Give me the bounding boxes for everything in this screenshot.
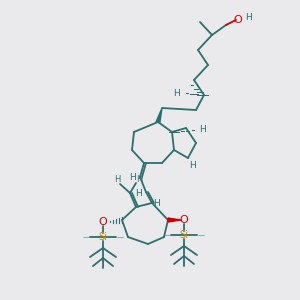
Text: —: —: [116, 234, 124, 240]
Text: H: H: [199, 125, 206, 134]
Text: —: —: [82, 234, 89, 240]
Text: —: —: [197, 232, 205, 238]
Polygon shape: [168, 218, 181, 222]
Text: H: H: [129, 172, 135, 182]
Text: H: H: [135, 188, 141, 197]
Text: H: H: [136, 176, 142, 184]
Text: Si: Si: [180, 230, 188, 240]
Text: —: —: [164, 232, 170, 238]
Text: Si: Si: [99, 232, 107, 242]
Polygon shape: [156, 108, 162, 122]
Text: H: H: [153, 199, 159, 208]
Text: H: H: [244, 13, 251, 22]
Text: O: O: [99, 217, 107, 227]
Text: O: O: [180, 215, 188, 225]
Text: H: H: [114, 176, 120, 184]
Text: O: O: [234, 15, 242, 25]
Text: H: H: [189, 160, 195, 169]
Text: H: H: [172, 88, 179, 98]
